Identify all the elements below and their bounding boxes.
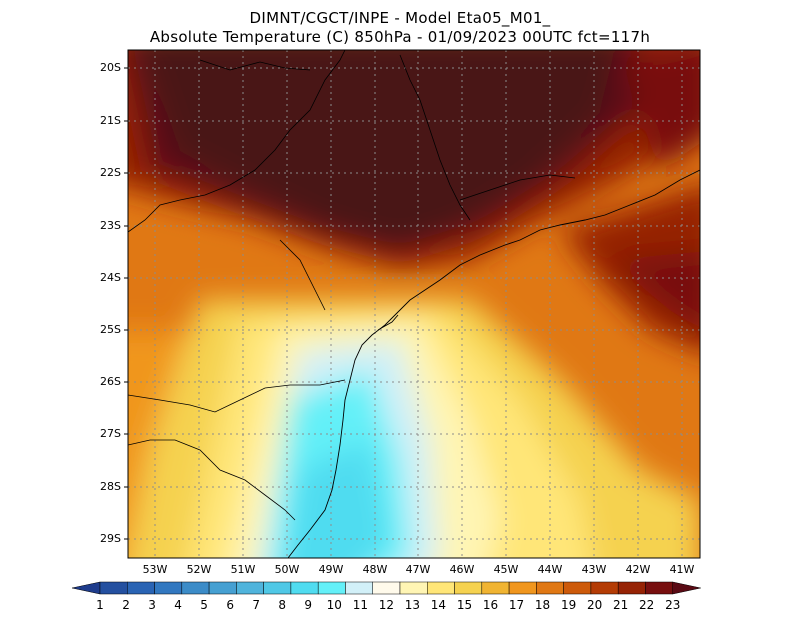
colorbar-label: 2 [122,598,130,612]
colorbar-swatch [345,581,373,595]
colorbar-swatch [99,581,128,595]
lon-label: 46W [449,563,475,576]
colorbar-label: 9 [304,598,313,612]
colorbar-label: 12 [378,598,394,612]
colorbar-label: 20 [586,598,603,612]
lon-label: 52W [186,563,212,576]
colorbar-label: 5 [200,598,208,612]
map-frame [127,49,701,559]
colorbar-label: 19 [560,598,577,612]
colorbar-swatch [290,581,319,595]
lat-label: 29S [100,532,121,545]
axis-ticks [124,67,128,540]
lat-label: 28S [100,480,121,493]
lon-label: 49W [318,563,344,576]
colorbar-swatch [181,581,210,595]
colorbar-label: 23 [665,598,681,612]
colorbar-swatch [454,581,483,595]
colorbar-swatch [481,581,510,595]
lon-label: 44W [537,563,563,576]
colorbar-label: 16 [482,598,499,612]
colorbar-swatch [127,581,155,595]
colorbar-swatch [372,581,401,595]
lat-label: 20S [100,61,121,74]
colorbar-swatch [427,581,455,595]
colorbar-swatch [563,581,592,595]
colorbar-label: 15 [456,598,473,612]
lat-label: 21S [100,114,121,127]
lat-label: 22S [100,166,121,179]
colorbar-label: 10 [326,598,342,612]
lon-label: 45W [493,563,519,576]
colorbar-label: 4 [174,598,182,612]
colorbar-label: 17 [508,598,525,612]
colorbar-swatch [617,581,646,595]
colorbar-label: 13 [404,598,421,612]
lat-label: 25S [100,323,121,336]
colorbar-swatch [536,581,564,595]
colorbar-swatch [236,581,264,595]
colorbar-label: 21 [613,598,629,612]
colorbar-swatch [590,581,619,595]
colorbar-swatch [317,581,346,595]
colorbar-swatch [263,581,292,595]
lat-label: 27S [100,427,121,440]
colorbar-label: 22 [639,598,655,612]
lat-label: 24S [100,271,121,284]
lon-label: 42W [625,563,651,576]
lon-label: 47W [405,563,431,576]
title-line-1: DIMNT/CGCT/INPE - Model Eta05_M01_ [249,9,551,27]
coastline [287,169,700,558]
colorbar-high-arrow [672,581,701,595]
colorbar-swatch [399,581,428,595]
colorbar-swatch [645,581,673,595]
colorbar-swatch [154,581,183,595]
lon-label: 51W [230,563,256,576]
colorbar-label: 8 [278,598,287,612]
state-borders [128,50,576,521]
colorbar-label: 6 [226,598,234,612]
lat-label: 26S [100,375,121,388]
colorbar-swatch [508,581,537,595]
lon-label: 53W [142,563,168,576]
lon-label: 50W [274,563,300,576]
colorbar-label: 7 [252,598,260,612]
colorbar-label: 14 [430,598,447,612]
lat-label: 23S [100,219,121,232]
colorbar-low-arrow [71,581,101,595]
temperature-field [128,50,700,558]
colorbar-label: 3 [148,598,156,612]
colorbar-label: 11 [352,598,368,612]
lon-label: 48W [362,563,388,576]
colorbar-label: 18 [534,598,551,612]
lon-label: 43W [581,563,607,576]
title-line-2: Absolute Temperature (C) 850hPa - 01/09/… [149,28,651,46]
lon-label: 41W [669,563,695,576]
colorbar-swatch [208,581,237,595]
colorbar-label: 1 [96,598,104,612]
